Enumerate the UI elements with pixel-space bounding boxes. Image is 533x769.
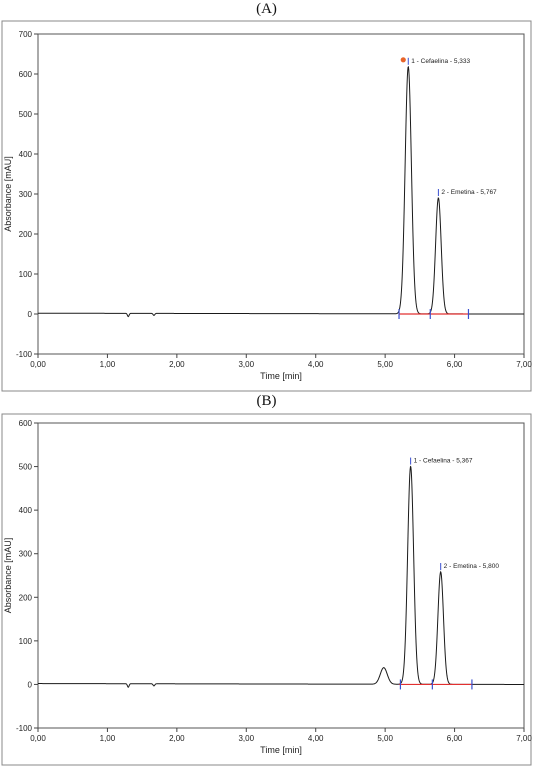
peak-label: 1 - Cefaelina - 5,333: [411, 58, 470, 65]
y-tick-label: 600: [19, 70, 33, 79]
x-tick-label: 1,00: [100, 360, 116, 369]
chromatogram-trace: [38, 465, 524, 688]
chromatogram-a: -100 0 100 200 300 400 500 600 700 0,00 1,00 2,00 3,…: [1, 20, 532, 392]
x-tick-label: 3,00: [238, 734, 254, 743]
panel-label-a: (A): [256, 1, 277, 17]
peak-label: 2 - Emetina - 5,767: [441, 189, 497, 196]
y-tick-label: 400: [19, 506, 33, 515]
outer-frame: [1, 413, 532, 766]
y-tick-label: 100: [19, 637, 33, 646]
x-tick-label: 5,00: [377, 734, 393, 743]
x-tick-label: 2,00: [169, 734, 185, 743]
y-tick-label: 0: [28, 680, 33, 689]
plot-frame: [37, 422, 525, 729]
x-axis-label: Time [min]: [260, 371, 302, 381]
y-tick-label: -100: [16, 724, 33, 733]
outer-frame: [1, 20, 532, 392]
x-tick-label: 4,00: [308, 734, 324, 743]
y-tick-label: 100: [19, 270, 33, 279]
y-tick-label: 300: [19, 550, 33, 559]
y-tick-label: 500: [19, 110, 33, 119]
panel-label-b: (B): [256, 393, 277, 409]
y-tick-label: 300: [19, 190, 33, 199]
y-tick-label: 600: [19, 419, 33, 428]
x-tick-label: 6,00: [447, 734, 463, 743]
y-tick-label: 0: [28, 310, 33, 319]
chromatogram-b: -100 0 100 200 300 400 500 600 0,00 1,00 2,00 3,00 4…: [1, 413, 532, 766]
y-axis-label: Absorbance [mAU]: [3, 538, 13, 614]
y-tick-label: 500: [19, 463, 33, 472]
y-tick-label: -100: [16, 350, 33, 359]
y-axis-label: Absorbance [mAU]: [3, 156, 13, 232]
y-tick-label: 700: [19, 30, 33, 39]
x-tick-label: 4,00: [308, 360, 324, 369]
x-tick-label: 7,00: [516, 360, 532, 369]
y-tick-label: 400: [19, 150, 33, 159]
x-tick-label: 7,00: [516, 734, 532, 743]
y-tick-label: 200: [19, 593, 33, 602]
chromatogram-trace: [38, 65, 524, 318]
x-tick-label: 0,00: [30, 734, 46, 743]
x-tick-label: 6,00: [447, 360, 463, 369]
peak-label: 2 - Emetina - 5,800: [444, 563, 500, 570]
x-tick-label: 5,00: [377, 360, 393, 369]
x-tick-label: 3,00: [238, 360, 254, 369]
x-tick-label: 2,00: [169, 360, 185, 369]
y-tick-label: 200: [19, 230, 33, 239]
peak-label: 1 - Cefaelina - 5,367: [414, 458, 473, 465]
x-axis-label: Time [min]: [260, 745, 302, 755]
x-tick-label: 0,00: [30, 360, 46, 369]
x-tick-label: 1,00: [100, 734, 116, 743]
peak-highlight-dot: [400, 57, 406, 63]
